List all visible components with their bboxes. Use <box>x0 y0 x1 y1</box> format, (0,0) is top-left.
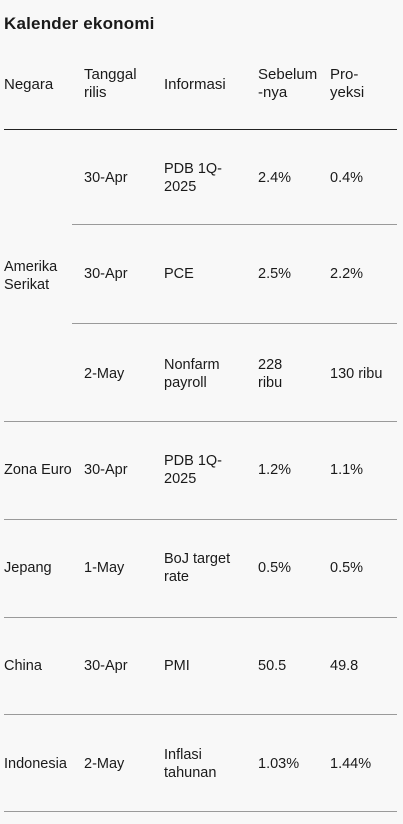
cell-proyeksi: 49.8 <box>330 658 359 674</box>
cell-sebelumnya: 50.5 <box>258 658 287 674</box>
cell-tanggal: 1-May <box>84 560 125 576</box>
cell-negara: Jepang <box>4 560 52 576</box>
row-divider <box>4 811 397 812</box>
row-divider <box>4 519 397 520</box>
cell-sebelumnya: 2.4% <box>258 170 292 186</box>
cell-tanggal: 2-May <box>84 366 125 382</box>
cell-tanggal: 2-May <box>84 756 125 772</box>
header-rule <box>4 129 397 130</box>
cell-informasi: BoJ target rate <box>164 551 231 585</box>
cell-proyeksi: 2.2% <box>330 266 364 282</box>
page-title: Kalender ekonomi <box>4 14 155 33</box>
cell-tanggal: 30-Apr <box>84 658 128 674</box>
cell-proyeksi: 0.4% <box>330 170 364 186</box>
header-informasi: Informasi <box>164 76 226 93</box>
cell-tanggal: 30-Apr <box>84 266 128 282</box>
cell-informasi: PDB 1Q- 2025 <box>164 161 223 195</box>
row-divider <box>72 224 397 225</box>
cell-tanggal: 30-Apr <box>84 462 128 478</box>
cell-informasi: Nonfarm payroll <box>164 357 220 391</box>
cell-sebelumnya: 1.03% <box>258 756 300 772</box>
row-divider <box>72 323 397 324</box>
cell-negara: Indonesia <box>4 756 67 772</box>
row-divider <box>4 617 397 618</box>
cell-informasi: PCE <box>164 266 194 282</box>
cell-informasi: PMI <box>164 658 190 674</box>
cell-sebelumnya: 0.5% <box>258 560 292 576</box>
row-divider <box>4 714 397 715</box>
row-divider <box>4 421 397 422</box>
cell-sebelumnya: 2.5% <box>258 266 292 282</box>
cell-informasi: PDB 1Q- 2025 <box>164 453 223 487</box>
cell-proyeksi: 0.5% <box>330 560 364 576</box>
cell-negara: China <box>4 658 42 674</box>
cell-proyeksi: 1.1% <box>330 462 364 478</box>
cell-negara: Zona Euro <box>4 462 72 478</box>
cell-sebelumnya: 1.2% <box>258 462 292 478</box>
cell-proyeksi: 1.44% <box>330 756 372 772</box>
header-proyeksi: Pro- yeksi <box>330 66 365 101</box>
cell-negara: Amerika Serikat <box>4 259 58 293</box>
cell-tanggal: 30-Apr <box>84 170 128 186</box>
cell-sebelumnya: 228 ribu <box>258 357 283 391</box>
header-tanggal-rilis: Tanggal rilis <box>84 66 137 101</box>
cell-informasi: Inflasi tahunan <box>164 747 217 781</box>
header-negara: Negara <box>4 76 54 93</box>
header-sebelumnya: Sebelum -nya <box>258 66 318 101</box>
cell-proyeksi: 130 ribu <box>330 366 383 382</box>
